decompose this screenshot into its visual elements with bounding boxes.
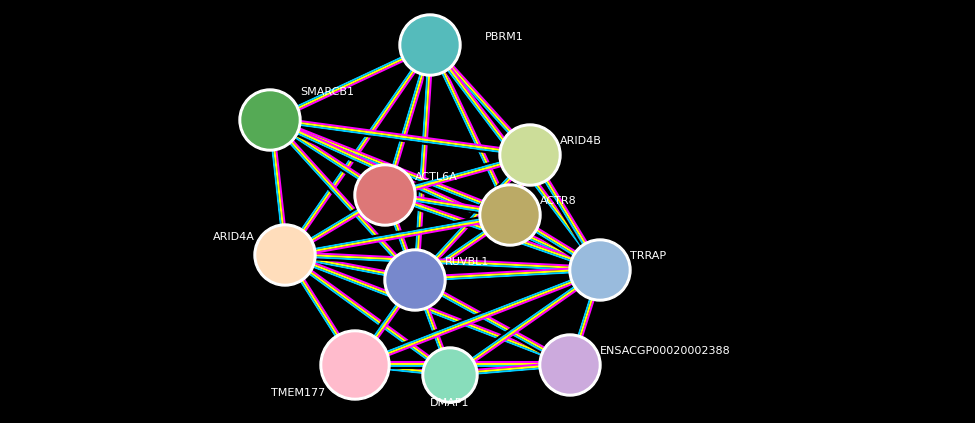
Circle shape [539,334,601,396]
Circle shape [402,17,458,73]
Text: SMARCB1: SMARCB1 [300,87,354,97]
Text: ACTR8: ACTR8 [540,196,577,206]
Circle shape [411,27,448,63]
Circle shape [354,164,416,226]
Circle shape [569,239,631,301]
Circle shape [357,167,413,223]
Text: DMAP1: DMAP1 [430,398,470,408]
Circle shape [482,187,538,243]
Circle shape [252,102,289,138]
Circle shape [387,252,443,308]
Circle shape [367,177,404,213]
Text: TRRAP: TRRAP [630,251,666,261]
Circle shape [479,184,541,246]
Circle shape [242,92,298,148]
Circle shape [320,330,390,400]
Circle shape [542,337,598,393]
Circle shape [254,224,316,286]
Text: TMEM177: TMEM177 [271,388,325,398]
Circle shape [267,237,303,273]
Text: ARID4A: ARID4A [214,232,255,242]
Circle shape [499,124,561,186]
Circle shape [552,347,588,383]
Text: ARID4B: ARID4B [560,136,602,146]
Text: ACTL6A: ACTL6A [415,172,457,182]
Circle shape [384,249,446,311]
Circle shape [572,242,628,298]
Circle shape [582,252,618,288]
Circle shape [512,137,548,173]
Text: ENSACGP00020002388: ENSACGP00020002388 [600,346,730,356]
Circle shape [334,344,375,386]
Circle shape [239,89,301,151]
Circle shape [422,347,478,403]
Text: RUVBL1: RUVBL1 [445,257,489,267]
Circle shape [397,262,433,298]
Text: PBRM1: PBRM1 [485,32,524,42]
Circle shape [399,14,461,76]
Circle shape [502,127,558,183]
Circle shape [257,227,313,283]
Circle shape [491,197,528,233]
Circle shape [425,350,475,400]
Circle shape [323,333,387,397]
Circle shape [434,359,466,391]
